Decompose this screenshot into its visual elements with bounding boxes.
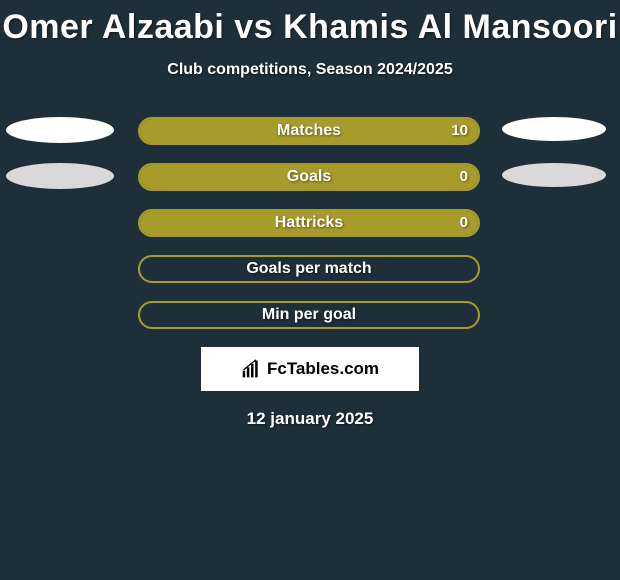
stat-rows: Matches10Goals0Hattricks0Goals per match… (0, 117, 620, 329)
stat-row: Goals per match (0, 255, 620, 283)
stat-bar: Goals0 (138, 163, 480, 191)
stat-bar: Hattricks0 (138, 209, 480, 237)
stat-label: Matches (140, 119, 478, 143)
player-left-marker (6, 117, 114, 143)
stat-row: Matches10 (0, 117, 620, 145)
stat-value-right: 0 (460, 211, 468, 235)
logo-text: FcTables.com (267, 359, 379, 379)
stat-row: Goals0 (0, 163, 620, 191)
stat-bar: Matches10 (138, 117, 480, 145)
stat-row: Min per goal (0, 301, 620, 329)
chart-icon (241, 359, 261, 379)
page-title: Omer Alzaabi vs Khamis Al Mansoori (0, 0, 620, 47)
date-text: 12 january 2025 (0, 409, 620, 429)
player-left-marker (6, 163, 114, 189)
player-right-marker (502, 117, 606, 141)
player-right-marker (502, 163, 606, 187)
stat-label: Min per goal (140, 303, 478, 327)
stat-value-right: 0 (460, 165, 468, 189)
stat-label: Hattricks (140, 211, 478, 235)
stat-bar: Goals per match (138, 255, 480, 283)
stat-label: Goals per match (140, 257, 478, 281)
subtitle: Club competitions, Season 2024/2025 (0, 61, 620, 79)
stat-row: Hattricks0 (0, 209, 620, 237)
stat-label: Goals (140, 165, 478, 189)
stat-bar: Min per goal (138, 301, 480, 329)
stat-value-right: 10 (451, 119, 468, 143)
logo-box: FcTables.com (201, 347, 419, 391)
